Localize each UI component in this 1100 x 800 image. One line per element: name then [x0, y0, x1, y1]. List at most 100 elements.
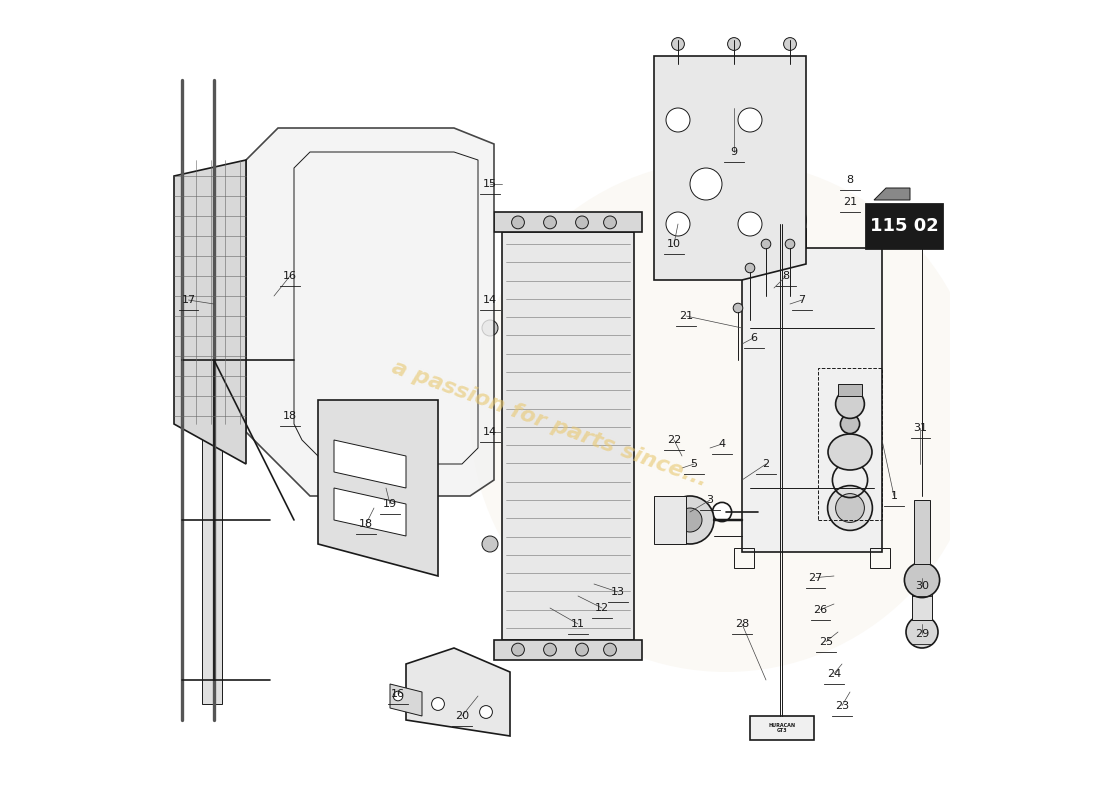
Circle shape [904, 562, 939, 598]
Circle shape [745, 263, 755, 273]
Circle shape [666, 496, 714, 544]
Circle shape [766, 200, 806, 240]
Bar [866, 204, 942, 248]
Circle shape [827, 486, 872, 530]
Circle shape [906, 616, 938, 648]
Circle shape [678, 508, 702, 532]
Circle shape [666, 212, 690, 236]
Bar [914, 500, 929, 564]
Bar [870, 548, 890, 568]
Circle shape [840, 414, 859, 434]
Circle shape [512, 643, 525, 656]
Text: 10: 10 [667, 239, 681, 249]
Polygon shape [174, 160, 246, 464]
Text: 25: 25 [818, 637, 833, 646]
Circle shape [431, 698, 444, 710]
Circle shape [604, 643, 616, 656]
Polygon shape [334, 488, 406, 536]
Text: 20: 20 [455, 711, 469, 721]
Circle shape [738, 212, 762, 236]
Bar [912, 588, 932, 620]
Bar [494, 212, 642, 232]
Text: 8: 8 [782, 271, 790, 281]
Text: 7: 7 [799, 295, 805, 305]
Text: 11: 11 [571, 619, 585, 629]
Text: 29: 29 [915, 629, 930, 638]
Bar [818, 368, 882, 520]
Circle shape [727, 38, 740, 50]
Circle shape [470, 160, 982, 672]
Polygon shape [406, 648, 510, 736]
Text: 22: 22 [667, 435, 681, 445]
Text: 18: 18 [359, 519, 373, 529]
Circle shape [783, 38, 796, 50]
Circle shape [393, 691, 403, 701]
Text: 17: 17 [182, 295, 196, 305]
Polygon shape [874, 188, 910, 200]
Text: 26: 26 [813, 605, 827, 614]
Text: 30: 30 [915, 581, 930, 590]
Circle shape [575, 216, 589, 229]
Text: 21: 21 [843, 197, 857, 206]
Circle shape [690, 168, 722, 200]
Circle shape [836, 390, 865, 418]
Text: 6: 6 [750, 333, 758, 342]
Circle shape [512, 216, 525, 229]
Circle shape [543, 216, 557, 229]
Polygon shape [334, 440, 406, 488]
Text: 14: 14 [483, 295, 497, 305]
Text: 4: 4 [718, 439, 726, 449]
Circle shape [738, 108, 762, 132]
Text: 115 02: 115 02 [870, 218, 938, 235]
Text: 14: 14 [483, 427, 497, 437]
Polygon shape [246, 128, 494, 496]
Text: 8: 8 [846, 175, 854, 185]
Text: 3: 3 [706, 495, 714, 505]
Circle shape [785, 239, 795, 249]
Text: 1: 1 [891, 491, 898, 501]
Bar [742, 248, 882, 552]
Text: 13: 13 [610, 587, 625, 597]
Text: 31: 31 [913, 423, 927, 433]
Bar [494, 640, 642, 660]
Text: 9: 9 [730, 147, 738, 157]
Bar [766, 228, 806, 248]
Polygon shape [654, 496, 686, 544]
Ellipse shape [828, 434, 872, 470]
Polygon shape [654, 56, 806, 280]
Text: 27: 27 [808, 573, 823, 582]
Circle shape [575, 643, 589, 656]
Text: 24: 24 [827, 669, 842, 678]
Text: 18: 18 [283, 411, 297, 421]
Circle shape [482, 320, 498, 336]
Text: a passion for parts since...: a passion for parts since... [389, 358, 711, 490]
Text: HURACAN
GT3: HURACAN GT3 [769, 722, 795, 734]
Circle shape [734, 303, 742, 313]
Polygon shape [318, 400, 438, 576]
Text: 28: 28 [735, 619, 749, 629]
Text: 21: 21 [679, 311, 693, 321]
Bar [838, 384, 862, 396]
Circle shape [202, 414, 221, 434]
Bar [202, 424, 222, 704]
Circle shape [604, 216, 616, 229]
Text: 5: 5 [691, 459, 697, 469]
Text: 16: 16 [283, 271, 297, 281]
Text: 2: 2 [762, 459, 770, 469]
Circle shape [666, 108, 690, 132]
Text: 12: 12 [595, 603, 609, 613]
Circle shape [713, 502, 732, 522]
Circle shape [761, 239, 771, 249]
Circle shape [482, 536, 498, 552]
Circle shape [672, 38, 684, 50]
Bar [734, 548, 754, 568]
Circle shape [836, 494, 865, 522]
Circle shape [480, 706, 493, 718]
Text: 16: 16 [390, 689, 405, 698]
Circle shape [543, 643, 557, 656]
Text: 15: 15 [483, 179, 497, 189]
Text: 19: 19 [383, 499, 397, 509]
Polygon shape [390, 684, 422, 716]
Text: 23: 23 [835, 701, 849, 710]
Bar [750, 716, 814, 740]
